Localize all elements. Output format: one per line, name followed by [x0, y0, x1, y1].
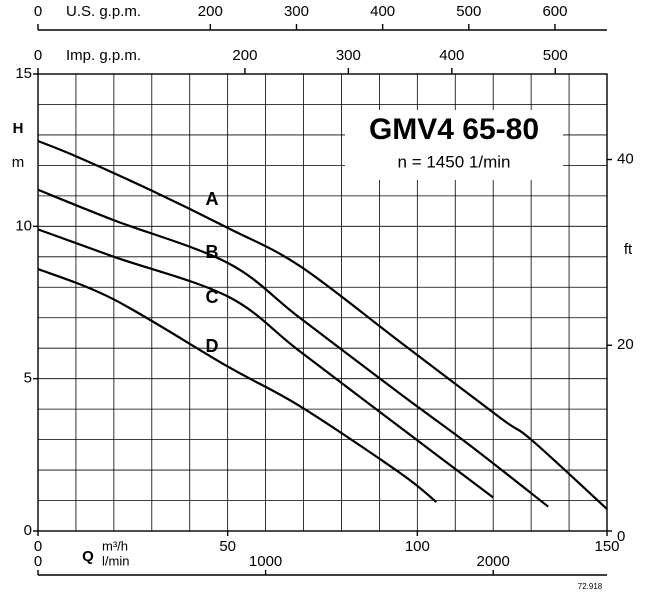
x-label: Q	[82, 548, 94, 565]
x-tick-label: 0	[34, 538, 42, 555]
pump-curve	[37, 267, 437, 503]
x2-unit: l/min	[102, 553, 129, 568]
y2-label: ft	[624, 241, 633, 258]
pump-curve	[37, 228, 494, 499]
y-label: H	[13, 120, 24, 137]
top-tick-label: 200	[198, 3, 223, 20]
top-axis-label: Imp. g.p.m.	[66, 47, 141, 64]
top-tick-label: 500	[456, 3, 481, 20]
title-box	[345, 110, 563, 180]
y2-tick-label: 0	[617, 528, 625, 545]
x-tick-label: 150	[594, 538, 619, 555]
x-unit: m³/h	[102, 538, 128, 553]
code: 72.918	[578, 582, 603, 591]
y-tick-label: 5	[24, 370, 32, 387]
x-tick-label: 50	[219, 538, 236, 555]
top-tick-label: 300	[336, 47, 361, 64]
x-tick-label: 100	[405, 538, 430, 555]
top-tick-label: 0	[34, 47, 42, 64]
top-tick-label: 400	[439, 47, 464, 64]
top-axis-label: U.S. g.p.m.	[66, 3, 141, 20]
top-tick-label: 500	[543, 47, 568, 64]
pump-curve	[37, 140, 608, 510]
top-tick-label: 400	[370, 3, 395, 20]
chart-subtitle: n = 1450 1/min	[398, 152, 511, 171]
x2-tick-label: 0	[34, 553, 42, 570]
top-tick-label: 300	[284, 3, 309, 20]
chart-title: GMV4 65-80	[369, 113, 539, 146]
curve-label: D	[206, 336, 219, 356]
top-tick-label: 200	[232, 47, 257, 64]
x2-tick-label: 1000	[249, 553, 282, 570]
pump-curve	[37, 188, 549, 508]
y-tick-label: 15	[15, 65, 32, 82]
x2-tick-label: 2000	[477, 553, 510, 570]
curve-label: B	[206, 242, 219, 262]
y2-tick-label: 20	[617, 336, 634, 353]
curve-label: C	[206, 287, 219, 307]
y-tick-label: 0	[24, 522, 32, 539]
curve-label: A	[206, 189, 219, 209]
y-tick-label: 10	[15, 217, 32, 234]
top-tick-label: 600	[542, 3, 567, 20]
y2-tick-label: 40	[617, 150, 634, 167]
plot-frame	[37, 73, 608, 532]
top-tick-label: 0	[34, 3, 42, 20]
y-unit: m	[12, 154, 25, 171]
